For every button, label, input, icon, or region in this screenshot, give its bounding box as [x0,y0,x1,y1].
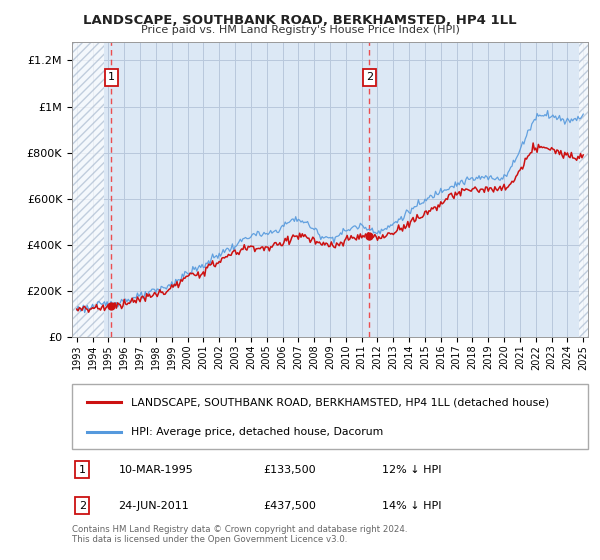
Text: 24-JUN-2011: 24-JUN-2011 [118,501,189,511]
Bar [72,42,104,337]
Text: 12% ↓ HPI: 12% ↓ HPI [382,465,441,475]
Text: 2: 2 [365,72,373,82]
Text: Price paid vs. HM Land Registry's House Price Index (HPI): Price paid vs. HM Land Registry's House … [140,25,460,35]
Text: LANDSCAPE, SOUTHBANK ROAD, BERKHAMSTED, HP4 1LL: LANDSCAPE, SOUTHBANK ROAD, BERKHAMSTED, … [83,14,517,27]
Text: 1: 1 [79,465,86,475]
Text: HPI: Average price, detached house, Dacorum: HPI: Average price, detached house, Daco… [131,427,383,437]
Text: Contains HM Land Registry data © Crown copyright and database right 2024.
This d: Contains HM Land Registry data © Crown c… [72,525,407,544]
Text: 10-MAR-1995: 10-MAR-1995 [118,465,193,475]
Text: £133,500: £133,500 [263,465,316,475]
Text: 2: 2 [79,501,86,511]
Text: 1: 1 [108,72,115,82]
Text: £437,500: £437,500 [263,501,316,511]
Text: LANDSCAPE, SOUTHBANK ROAD, BERKHAMSTED, HP4 1LL (detached house): LANDSCAPE, SOUTHBANK ROAD, BERKHAMSTED, … [131,397,550,407]
Text: 14% ↓ HPI: 14% ↓ HPI [382,501,441,511]
Bar [579,42,588,337]
